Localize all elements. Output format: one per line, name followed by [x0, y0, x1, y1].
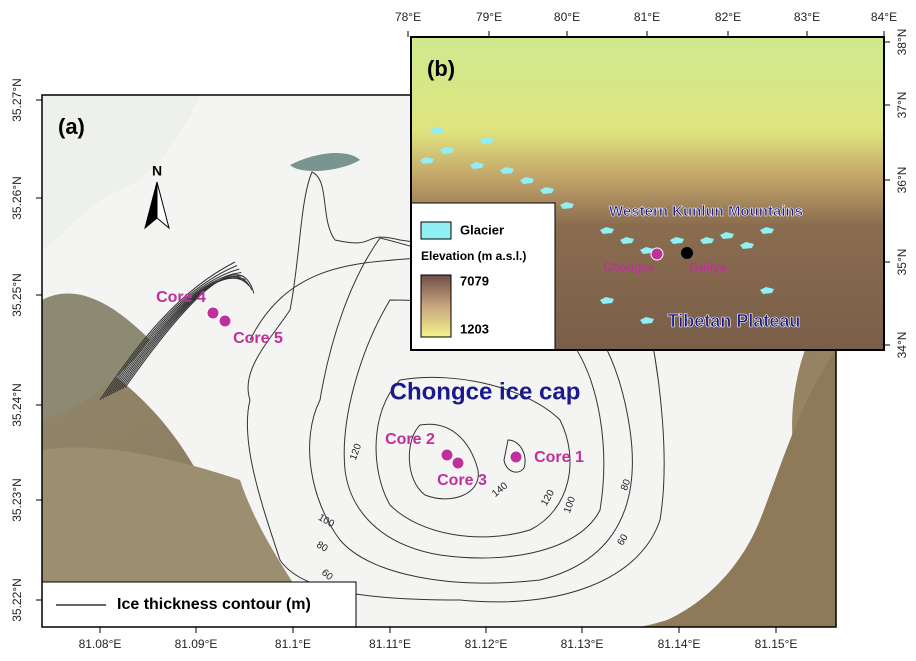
site-label: Chongce	[603, 260, 655, 274]
x-tick-label: 82°E	[715, 10, 741, 24]
x-tick-label: 81.09°E	[175, 637, 218, 651]
legend-text: Ice thickness contour (m)	[117, 596, 311, 613]
glacier	[600, 297, 614, 304]
core-site	[451, 456, 465, 470]
y-tick-label: 35.25°N	[10, 273, 24, 317]
contour-label: 60	[616, 532, 631, 548]
contour-line	[107, 272, 242, 397]
core-site	[218, 314, 232, 328]
site-label: Guliya	[690, 260, 727, 274]
x-tick-label: 79°E	[476, 10, 502, 24]
core-site	[440, 448, 454, 462]
y-tick-label: 35.27°N	[10, 78, 24, 122]
glacier	[540, 187, 554, 194]
region-label: Western Kunlun Mountains	[609, 203, 803, 220]
glacier	[480, 137, 494, 144]
contour-line	[503, 439, 526, 473]
y-tick-label: 35.23°N	[10, 478, 24, 522]
contour-line	[102, 265, 238, 399]
x-tick-label: 81°E	[634, 10, 660, 24]
glacier	[760, 227, 774, 234]
contour-line	[375, 376, 571, 538]
core-site	[206, 306, 220, 320]
legend-max: 7079	[460, 273, 489, 288]
x-tick-label: 81.11°E	[369, 637, 411, 651]
map-title: Chongce ice cap	[390, 378, 581, 405]
contour-line	[99, 261, 236, 401]
y-tick-label: 35.26°N	[10, 176, 24, 220]
y-tick-label: 35.24°N	[10, 383, 24, 427]
x-tick-label: 81.12°E	[465, 637, 508, 651]
north-arrow	[156, 181, 170, 230]
chongce-site	[650, 247, 664, 261]
legend-title: Elevation (m a.s.l.)	[421, 249, 526, 263]
slope	[650, 350, 836, 627]
contour-line	[408, 423, 479, 500]
glacier	[470, 162, 484, 169]
ridge	[42, 293, 150, 420]
x-tick-label: 84°E	[871, 10, 897, 24]
glacier	[760, 287, 774, 294]
x-tick-label: 83°E	[794, 10, 820, 24]
core-label: Core 3	[437, 472, 487, 489]
x-tick-label: 78°E	[395, 10, 421, 24]
west-contours	[99, 261, 255, 401]
glacier	[500, 167, 514, 174]
y-tick-label: 38°N	[895, 29, 909, 56]
y-tick-label: 36°N	[895, 167, 909, 194]
y-tick-label: 35.22°N	[10, 578, 24, 622]
glacier	[420, 157, 434, 164]
core-label: Core 4	[156, 289, 206, 306]
glacier	[430, 127, 444, 134]
color-ramp	[420, 274, 452, 338]
x-tick-label: 81.1°E	[275, 637, 311, 651]
x-tick-label: 81.14°E	[658, 637, 701, 651]
glacier-swatch	[420, 221, 452, 240]
panel-label: (a)	[58, 114, 85, 139]
panel-b: Western Kunlun Mountains Tibetan Plateau…	[410, 36, 885, 351]
core-label: Core 2	[385, 431, 435, 448]
x-tick-label: 81.13°E	[561, 637, 604, 651]
glacier	[700, 237, 714, 244]
ice	[42, 95, 200, 250]
x-tick-label: 81.08°E	[79, 637, 122, 651]
glacier	[600, 227, 614, 234]
plateau-label: Tibetan Plateau	[668, 311, 801, 331]
core-site	[509, 450, 523, 464]
x-tick-label: 81.15°E	[755, 637, 798, 651]
contour-line	[124, 274, 255, 388]
glacier	[560, 202, 574, 209]
core-label: Core 5	[233, 330, 283, 347]
contour-line	[246, 171, 665, 603]
legend-text: Glacier	[460, 222, 504, 237]
guliya-site	[681, 247, 693, 259]
y-tick-label: 34°N	[895, 332, 909, 359]
contour-line	[105, 268, 240, 398]
contour-label: 80	[619, 478, 633, 493]
glaciers	[420, 127, 774, 324]
glacier	[720, 232, 734, 239]
y-tick-label: 37°N	[895, 92, 909, 119]
core-label: Core 1	[534, 449, 584, 466]
frame	[410, 36, 885, 351]
glacier	[520, 177, 534, 184]
contour-label: 80	[314, 540, 330, 555]
glacier	[640, 247, 654, 254]
glacier	[620, 237, 634, 244]
panel-label: (b)	[427, 56, 455, 81]
glacier	[670, 237, 684, 244]
lake	[290, 153, 360, 172]
glacier	[740, 242, 754, 249]
glacier	[440, 147, 454, 154]
legend-min: 1203	[460, 321, 489, 336]
north-label: N	[152, 163, 162, 179]
glacier	[640, 317, 654, 324]
y-tick-label: 35°N	[895, 249, 909, 276]
x-tick-label: 80°E	[554, 10, 580, 24]
